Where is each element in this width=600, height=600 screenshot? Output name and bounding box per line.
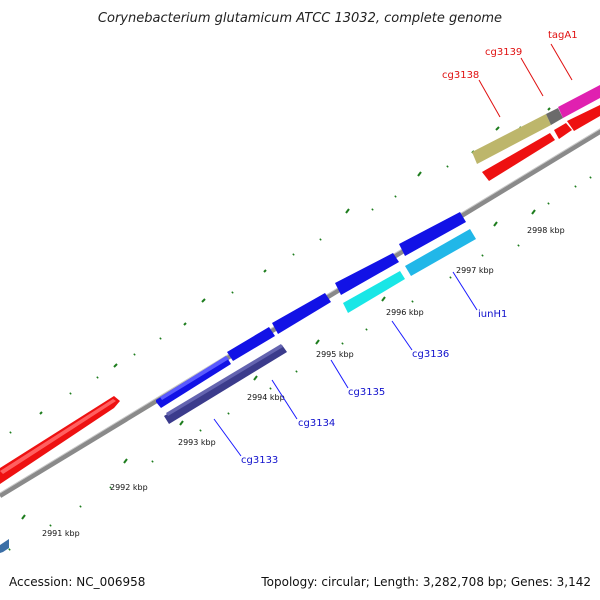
gene-label-cg3134[interactable]: cg3134 [298, 418, 335, 429]
map-title: Corynebacterium glutamicum ATCC 13032, c… [98, 11, 502, 26]
gene-label-cg3133[interactable]: cg3133 [241, 455, 278, 466]
forward-strand-genes [0, 85, 600, 484]
gene-feature-cg3135[interactable] [272, 293, 331, 334]
gene-feature-iunH1[interactable] [405, 229, 476, 276]
gene-label-cg3138[interactable]: cg3138 [442, 70, 479, 81]
accession-text: Accession: NC_006958 [9, 575, 146, 589]
topology-text: Topology: circular; Length: 3,282,708 bp… [261, 575, 591, 589]
leader-lines [213, 271, 478, 457]
kbp-label: 2991 kbp [42, 529, 80, 538]
gene-label-tagA1[interactable]: tagA1 [548, 30, 578, 41]
kbp-label: 2993 kbp [178, 438, 216, 447]
gene-label-cg3135[interactable]: cg3135 [348, 387, 385, 398]
gene-label-cg3136[interactable]: cg3136 [412, 349, 449, 360]
kbp-label: 2996 kbp [386, 308, 424, 317]
kbp-label: 2994 kbp [247, 393, 285, 402]
kbp-label: 2995 kbp [316, 350, 354, 359]
gene-feature[interactable] [567, 105, 600, 131]
gene-feature-cg3138[interactable] [472, 114, 551, 164]
gene-label-cg3139[interactable]: cg3139 [485, 47, 522, 58]
gene-feature[interactable] [399, 212, 466, 256]
gene-feature-cg3136[interactable] [343, 271, 405, 313]
gene-feature-tagA1[interactable] [558, 85, 600, 118]
gene-feature-cg3139[interactable] [546, 108, 563, 125]
gene-feature-cg3134[interactable] [164, 345, 287, 424]
gene-feature[interactable] [335, 253, 399, 295]
gene-feature[interactable] [0, 539, 9, 553]
reverse-strand-genes [0, 212, 476, 553]
kbp-label: 2998 kbp [527, 226, 565, 235]
inner-tick-track [8, 176, 592, 551]
outer-tick-track [9, 107, 551, 434]
gene-feature[interactable] [0, 396, 120, 484]
gene-feature[interactable] [227, 327, 275, 361]
gene-feature[interactable] [482, 133, 555, 181]
gene-feature[interactable] [554, 123, 572, 139]
kbp-label: 2997 kbp [456, 266, 494, 275]
kbp-label: 2992 kbp [110, 483, 148, 492]
gene-label-iunH1[interactable]: iunH1 [478, 309, 507, 320]
